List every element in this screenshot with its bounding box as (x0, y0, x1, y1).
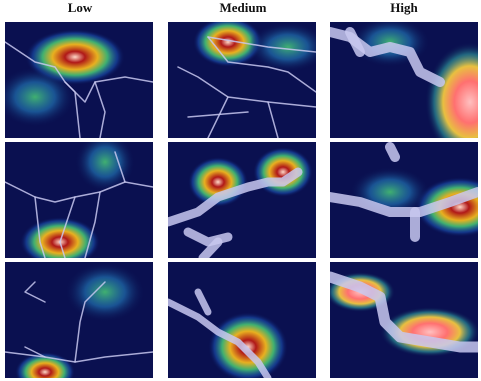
panel-grid (0, 17, 481, 381)
heatmap-panel (168, 262, 316, 381)
heatmap-panel (330, 142, 481, 258)
heatmap-panel (325, 262, 480, 378)
heat-blob (75, 132, 135, 192)
heatmap-panel (5, 262, 153, 381)
column-header: High (390, 0, 418, 15)
page: Low Medium High (() => { const data = JS… (0, 0, 481, 381)
heatmap-panel (0, 22, 153, 138)
heatmap-panel (168, 142, 316, 258)
heat-blob (248, 22, 328, 72)
column-header: Low (68, 0, 93, 15)
column-header: Medium (220, 0, 267, 15)
heat-blob (253, 147, 313, 197)
heat-blob (208, 312, 288, 381)
crack (390, 147, 395, 157)
heat-blob (65, 262, 145, 322)
heatmap-panel (5, 132, 153, 267)
heatmap-panel (168, 17, 328, 138)
heatmap-panel (330, 17, 481, 162)
figure: Low Medium High (0, 0, 481, 381)
